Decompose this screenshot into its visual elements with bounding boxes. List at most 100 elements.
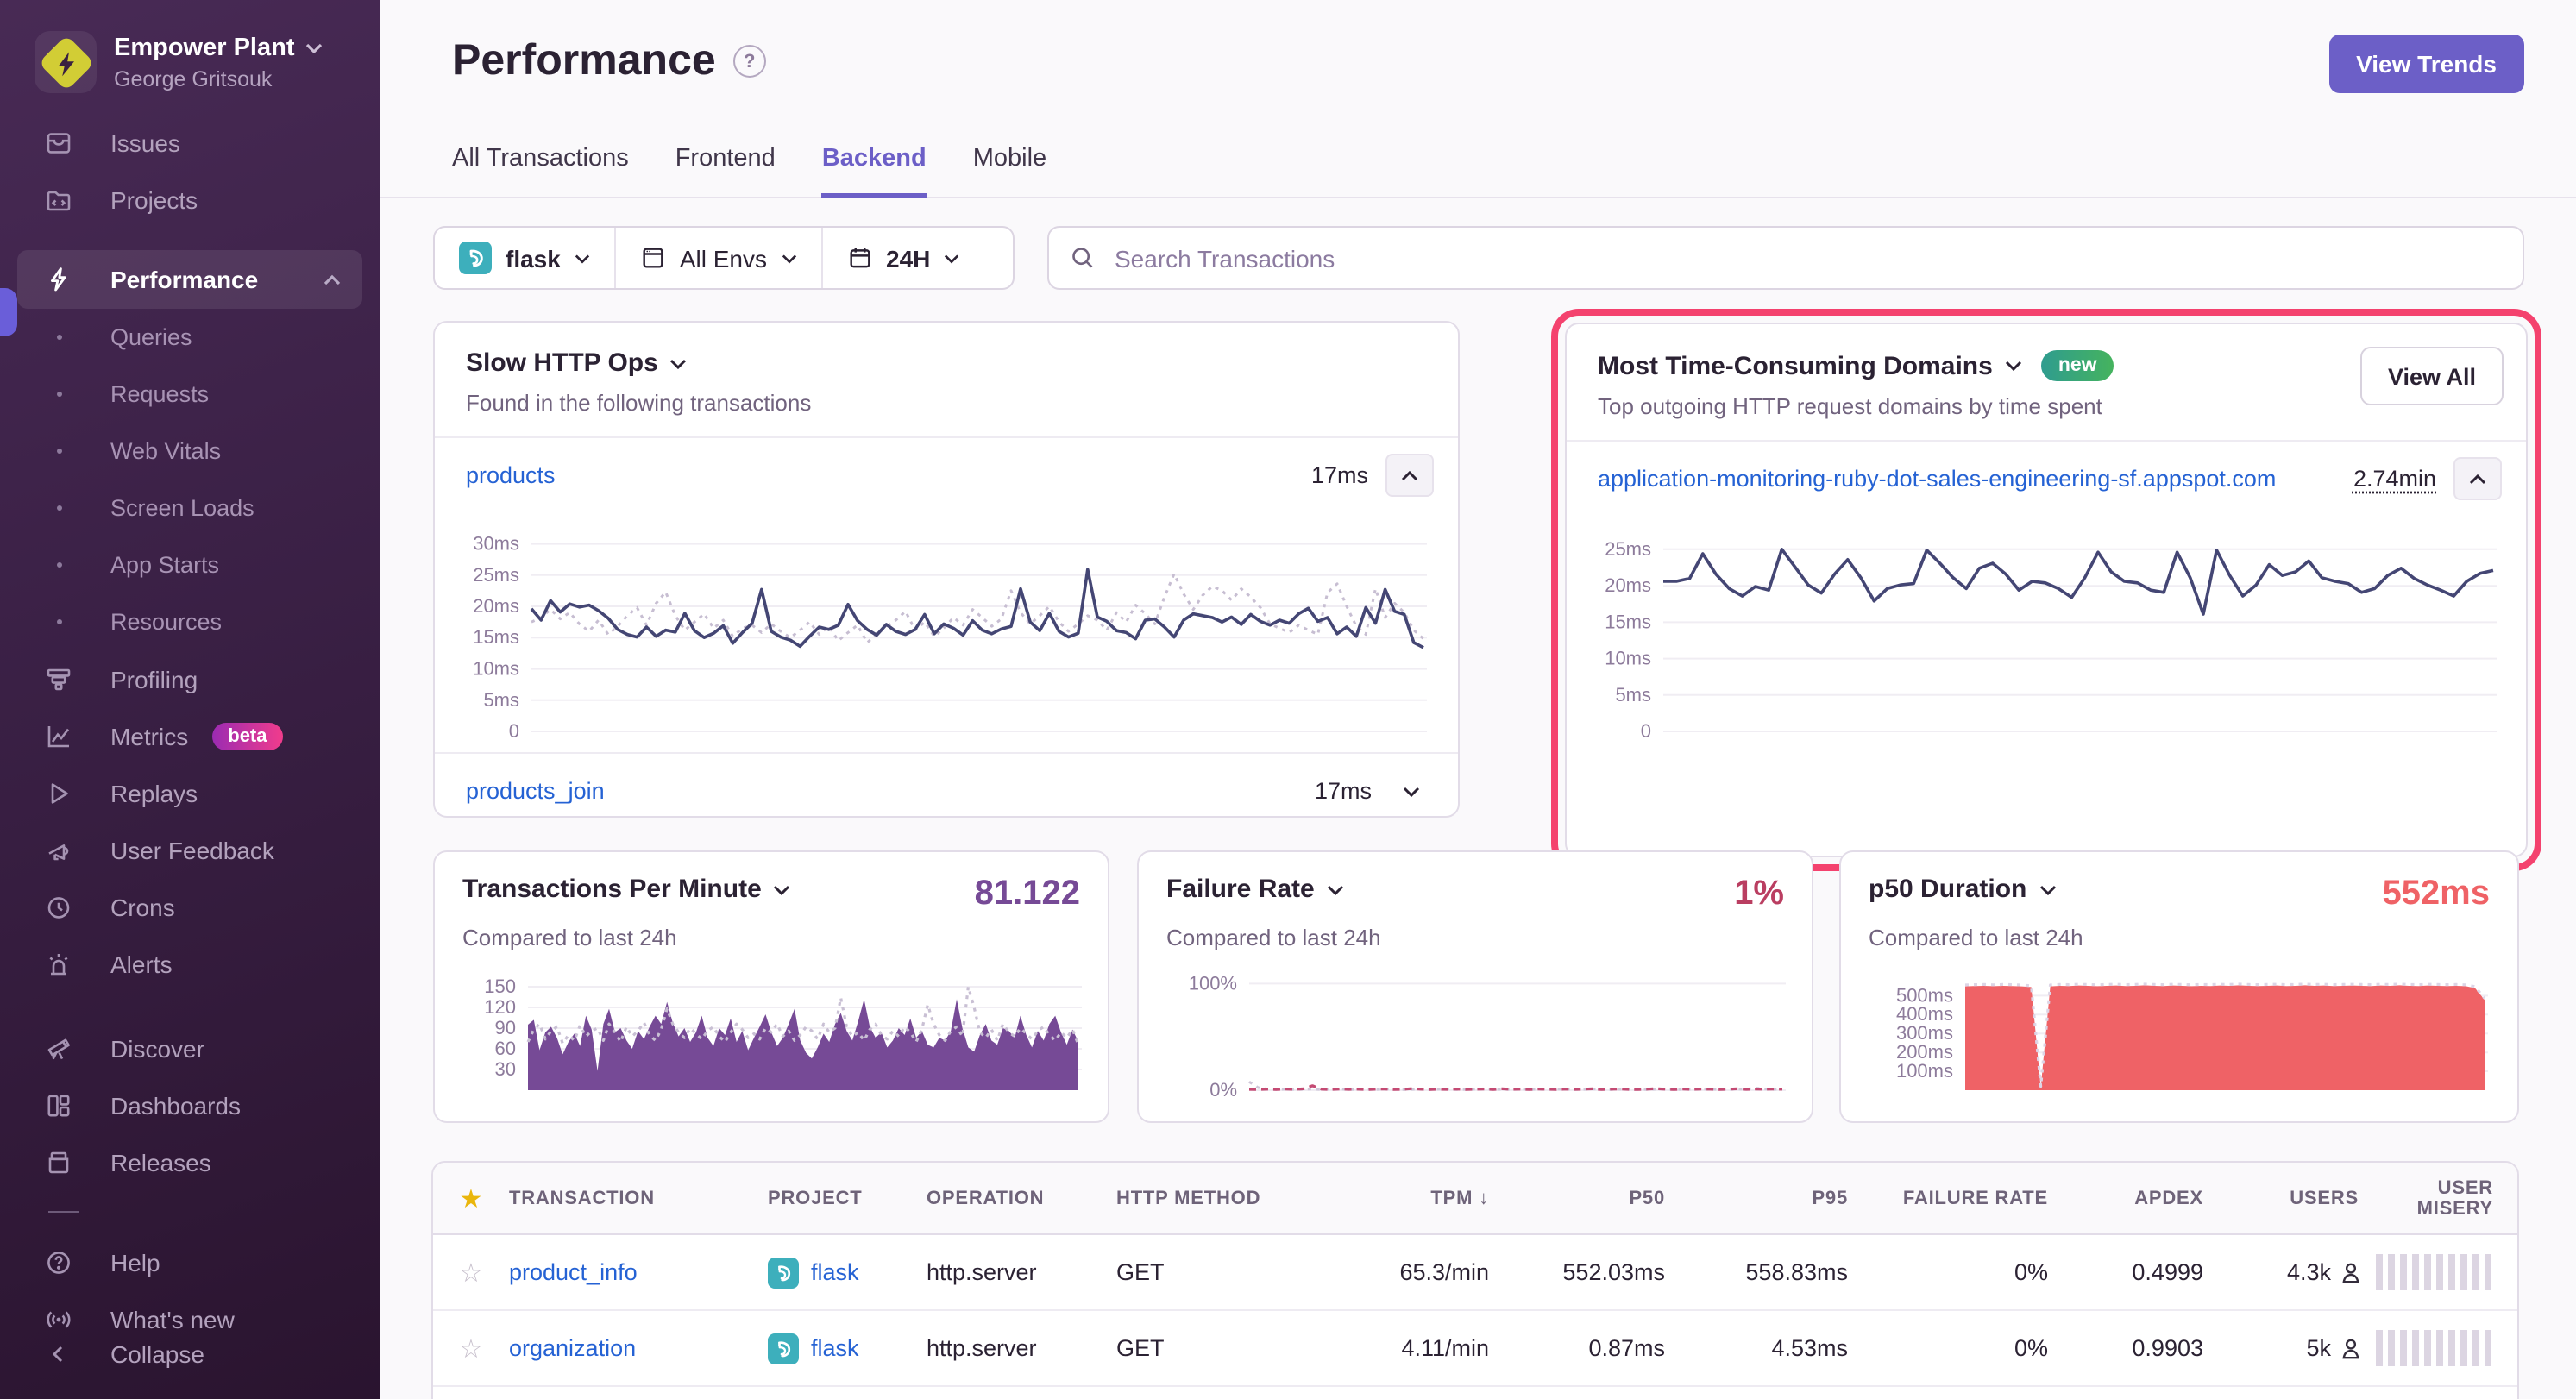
column-header-operation[interactable]: OPERATION — [927, 1188, 1045, 1208]
slow-http-ops-card: Slow HTTP Ops Found in the following tra… — [433, 321, 1460, 818]
column-header-apdex[interactable]: APDEX — [2134, 1188, 2203, 1208]
sidebar-item-label: Queries — [110, 324, 192, 350]
svg-text:0: 0 — [509, 720, 519, 742]
time-spent-value[interactable]: 2.74min — [2353, 466, 2436, 492]
date-range-dropdown[interactable]: 24H — [820, 228, 983, 288]
column-header-http-method[interactable]: HTTP METHOD — [1116, 1188, 1261, 1208]
sidebar-item-projects[interactable]: Projects — [0, 171, 380, 228]
divider — [1567, 440, 2526, 442]
svg-text:60: 60 — [495, 1038, 516, 1059]
column-header-failure-rate[interactable]: FAILURE RATE — [1902, 1188, 2048, 1208]
tab-frontend[interactable]: Frontend — [675, 145, 776, 173]
card-title[interactable]: p50 Duration — [1869, 875, 2027, 904]
date-range-value: 24H — [886, 244, 931, 272]
sidebar-item-issues[interactable]: Issues — [0, 114, 380, 171]
p50-duration-card: p50 Duration 552ms Compared to last 24h … — [1839, 850, 2519, 1123]
card-subtitle: Found in the following transactions — [466, 390, 812, 416]
failure-rate-chart[interactable]: 100% 0% — [1166, 964, 1787, 1106]
domain-link[interactable]: application-monitoring-ruby-dot-sales-en… — [1598, 466, 2277, 492]
sidebar-item-label: Metrics — [110, 722, 189, 750]
collapse-row-button[interactable] — [2453, 457, 2502, 500]
column-header-transaction[interactable]: TRANSACTION — [509, 1188, 655, 1208]
sidebar-item-label: App Starts — [110, 552, 220, 578]
project-cell[interactable]: flask — [768, 1257, 927, 1288]
expand-row-button[interactable] — [1389, 771, 1434, 811]
bullet-icon — [57, 449, 62, 454]
sidebar-item-screen-loads[interactable]: Screen Loads — [0, 480, 380, 536]
sidebar-item-profiling[interactable]: Profiling — [0, 650, 380, 707]
sidebar-item-user-feedback[interactable]: User Feedback — [0, 821, 380, 878]
transaction-link-products-join[interactable]: products_join — [466, 778, 605, 804]
sidebar-item-requests[interactable]: Requests — [0, 366, 380, 423]
sidebar-item-label: Discover — [110, 1034, 204, 1062]
sidebar-item-releases[interactable]: Releases — [0, 1133, 380, 1190]
sidebar-item-app-starts[interactable]: App Starts — [0, 536, 380, 593]
view-trends-button[interactable]: View Trends — [2328, 35, 2524, 93]
sidebar-item-help[interactable]: Help — [0, 1233, 380, 1290]
collapse-row-button[interactable] — [1385, 454, 1434, 497]
operation-cell: http.server — [927, 1259, 1037, 1285]
svg-text:0: 0 — [1641, 720, 1651, 742]
view-all-button[interactable]: View All — [2359, 347, 2504, 405]
star-toggle-icon[interactable]: ☆ — [459, 1334, 483, 1364]
card-subtitle: Compared to last 24h — [1166, 925, 1381, 950]
transaction-expand-row: products_join 17ms — [435, 754, 1458, 828]
environment-filter-dropdown[interactable]: All Envs — [613, 228, 820, 288]
bullet-icon — [57, 335, 62, 340]
sidebar-item-label: Issues — [110, 129, 180, 156]
column-header-tpm[interactable]: TPM ↓ — [1430, 1188, 1489, 1208]
card-title[interactable]: Slow HTTP Ops — [466, 348, 658, 378]
transaction-link[interactable]: product_info — [509, 1259, 638, 1285]
column-header-user-misery[interactable]: USER MISERY — [2416, 1177, 2493, 1219]
column-header-p95[interactable]: P95 — [1812, 1188, 1848, 1208]
sidebar-item-web-vitals[interactable]: Web Vitals — [0, 423, 380, 480]
column-header-project[interactable]: PROJECT — [768, 1188, 863, 1208]
issues-icon — [45, 129, 72, 156]
sidebar-collapse-button[interactable]: Collapse — [0, 1325, 380, 1382]
transaction-link-products[interactable]: products — [466, 462, 556, 488]
operation-cell: http.server — [927, 1335, 1037, 1361]
help-tooltip-icon[interactable]: ? — [732, 45, 766, 78]
tab-mobile[interactable]: Mobile — [972, 145, 1047, 173]
project-cell[interactable]: flask — [768, 1333, 927, 1364]
chevron-down-icon — [670, 358, 687, 368]
column-header-p50[interactable]: P50 — [1629, 1188, 1665, 1208]
chevron-left-icon — [45, 1339, 72, 1367]
sidebar-item-alerts[interactable]: Alerts — [0, 935, 380, 992]
svg-text:200ms: 200ms — [1896, 1041, 1953, 1063]
transaction-link[interactable]: organization — [509, 1335, 637, 1361]
svg-text:120: 120 — [484, 996, 516, 1018]
sidebar-item-performance[interactable]: Performance — [17, 250, 362, 309]
main-content: All Transactions Frontend Backend Mobile… — [380, 0, 2576, 1399]
telescope-icon — [45, 1034, 72, 1062]
card-title[interactable]: Failure Rate — [1166, 875, 1315, 904]
column-header-users[interactable]: USERS — [2290, 1188, 2359, 1208]
svg-text:25ms: 25ms — [1605, 538, 1651, 560]
card-title[interactable]: Most Time-Consuming Domains — [1598, 351, 1993, 380]
sidebar-item-discover[interactable]: Discover — [0, 1019, 380, 1076]
header-band: All Transactions Frontend Backend Mobile — [380, 0, 2576, 198]
sidebar-item-dashboards[interactable]: Dashboards — [0, 1076, 380, 1133]
failure-rate-card: Failure Rate 1% Compared to last 24h 100… — [1137, 850, 1813, 1123]
tab-backend[interactable]: Backend — [821, 145, 927, 198]
sidebar-item-resources[interactable]: Resources — [0, 593, 380, 650]
users-cell: 5k — [2207, 1335, 2362, 1361]
project-filter-dropdown[interactable]: flask — [435, 228, 614, 288]
environment-filter-value: All Envs — [679, 244, 767, 272]
star-column-header-icon[interactable]: ★ — [459, 1184, 483, 1214]
sidebar-item-metrics[interactable]: Metrics beta — [0, 707, 380, 764]
org-switcher[interactable]: Empower Plant George Gritsouk — [35, 31, 323, 93]
star-toggle-icon[interactable]: ☆ — [459, 1258, 483, 1288]
card-title[interactable]: Transactions Per Minute — [462, 875, 762, 904]
search-input[interactable] — [1111, 242, 2502, 273]
tab-all-transactions[interactable]: All Transactions — [452, 145, 629, 173]
slow-http-ops-chart[interactable]: 30ms 25ms 20ms 15ms 10ms 5ms 0 — [462, 523, 1429, 747]
sidebar-item-queries[interactable]: Queries — [0, 309, 380, 366]
sidebar-item-whats-new[interactable]: What's new — [0, 1290, 380, 1347]
sidebar-item-label: Crons — [110, 893, 175, 920]
sidebar-item-crons[interactable]: Crons — [0, 878, 380, 935]
domains-chart[interactable]: 25ms 20ms 15ms 10ms 5ms 0 — [1594, 526, 2498, 747]
sidebar-item-replays[interactable]: Replays — [0, 764, 380, 821]
